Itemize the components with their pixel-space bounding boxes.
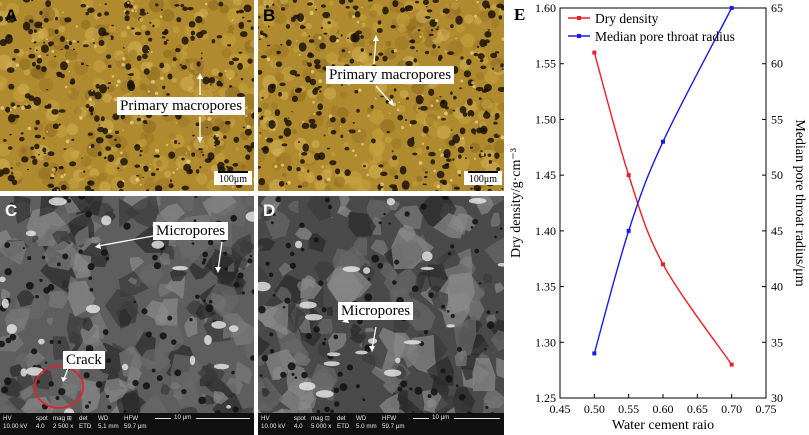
- label-primary-macropores-b: Primary macropores: [326, 66, 455, 84]
- data-point: [729, 6, 734, 10]
- data-point: [592, 50, 597, 55]
- panel-letter-e: E: [514, 5, 525, 24]
- panel-b-micrograph: B Primary macropores 100μm: [258, 0, 504, 191]
- series-lines: [592, 6, 734, 367]
- panel-letter-a: A: [5, 6, 18, 25]
- y-right-tick-label: 55: [771, 112, 783, 126]
- legend-label: Median pore throat radius: [595, 29, 735, 44]
- y-right-tick-label: 65: [771, 1, 783, 15]
- y-left-tick-label: 1.45: [535, 168, 556, 182]
- label-crack-c: Crack: [63, 351, 105, 369]
- label-micropores-c: Micropores: [153, 222, 229, 240]
- y-axis-label-right: Median pore throat radius/μm: [792, 119, 807, 286]
- legend-swatch-marker: [577, 34, 581, 38]
- y-left-tick-label: 1.30: [535, 335, 556, 349]
- data-point: [729, 362, 734, 367]
- data-point: [626, 228, 631, 233]
- y-axis-label-left: Dry density/g·cm⁻³: [509, 148, 524, 258]
- x-tick-label: 0.60: [653, 402, 674, 416]
- panel-c-sem: C Micropores Crack HV 10.00 kV spot 4.0 ma…: [0, 196, 254, 435]
- x-axis-label: Water cement raio: [612, 418, 714, 433]
- y-left-tick-label: 1.55: [535, 57, 556, 71]
- label-micropores-d: Micropores: [338, 302, 414, 320]
- annotation-arrows-b: [373, 35, 394, 106]
- data-point: [661, 139, 665, 144]
- panel-d-sem: D Micropores HV 10.00 kV spot 4.0 mag ⊡ 5 0…: [258, 196, 504, 435]
- y-right-tick-label: 45: [771, 224, 783, 238]
- y-left-tick-label: 1.35: [535, 280, 556, 294]
- label-primary-macropores-a: Primary macropores: [117, 97, 246, 115]
- panel-e-chart: E 0.45 0.50 0.55 0.60 0.65 0.70 0.75 1.25 1.30 1.…: [509, 1, 807, 433]
- y-right-tick-label: 35: [771, 335, 783, 349]
- y-left-tick-label: 1.60: [535, 1, 556, 15]
- annotation-arrows-a: [197, 73, 203, 143]
- x-tick-label: 0.55: [618, 402, 639, 416]
- optical-image-b: [258, 0, 504, 191]
- panel-letter-d: D: [263, 201, 276, 220]
- y-right-tick-label: 50: [771, 168, 783, 182]
- sem-info-bar-d: HV 10.00 kV spot 4.0 mag ⊡ 5 000 x det ETD W…: [258, 413, 504, 435]
- axis-ticks: 0.45 0.50 0.55 0.60 0.65 0.70 0.75 1.25 1.30 1.35…: [535, 1, 783, 416]
- scalebar-a: 100μm: [214, 171, 252, 185]
- data-point: [592, 351, 597, 356]
- x-tick-label: 0.70: [721, 402, 742, 416]
- x-tick-label: 0.75: [756, 402, 777, 416]
- x-tick-label: 0.65: [687, 402, 708, 416]
- x-tick-label: 0.45: [550, 402, 571, 416]
- y-right-tick-label: 30: [771, 391, 783, 405]
- y-left-tick-label: 1.25: [535, 391, 556, 405]
- chart-legend: Dry density Median pore throat radius: [568, 11, 735, 44]
- y-right-tick-label: 40: [771, 280, 783, 294]
- legend-label: Dry density: [595, 11, 659, 26]
- panel-letter-c: C: [5, 201, 18, 220]
- data-point: [626, 173, 631, 178]
- panel-letter-b: B: [263, 6, 276, 25]
- y-right-tick-label: 60: [771, 57, 783, 71]
- plot-frame: [559, 7, 767, 399]
- x-tick-label: 0.50: [584, 402, 605, 416]
- y-left-tick-label: 1.40: [535, 224, 556, 238]
- data-point: [661, 262, 665, 267]
- legend-swatch-marker: [577, 16, 581, 20]
- sem-info-bar-c: HV 10.00 kV spot 4.0 mag ⊞ 2 500 x det ETD W…: [0, 413, 254, 435]
- series-line-dry-density: [593, 52, 733, 365]
- y-left-tick-label: 1.50: [535, 112, 556, 126]
- panel-a-micrograph: A Primary macropores 100μm: [0, 0, 254, 191]
- series-line-median-pore-throat-radius: [593, 7, 733, 354]
- scalebar-b: 100μm: [464, 171, 502, 185]
- optical-image-a: [0, 0, 254, 191]
